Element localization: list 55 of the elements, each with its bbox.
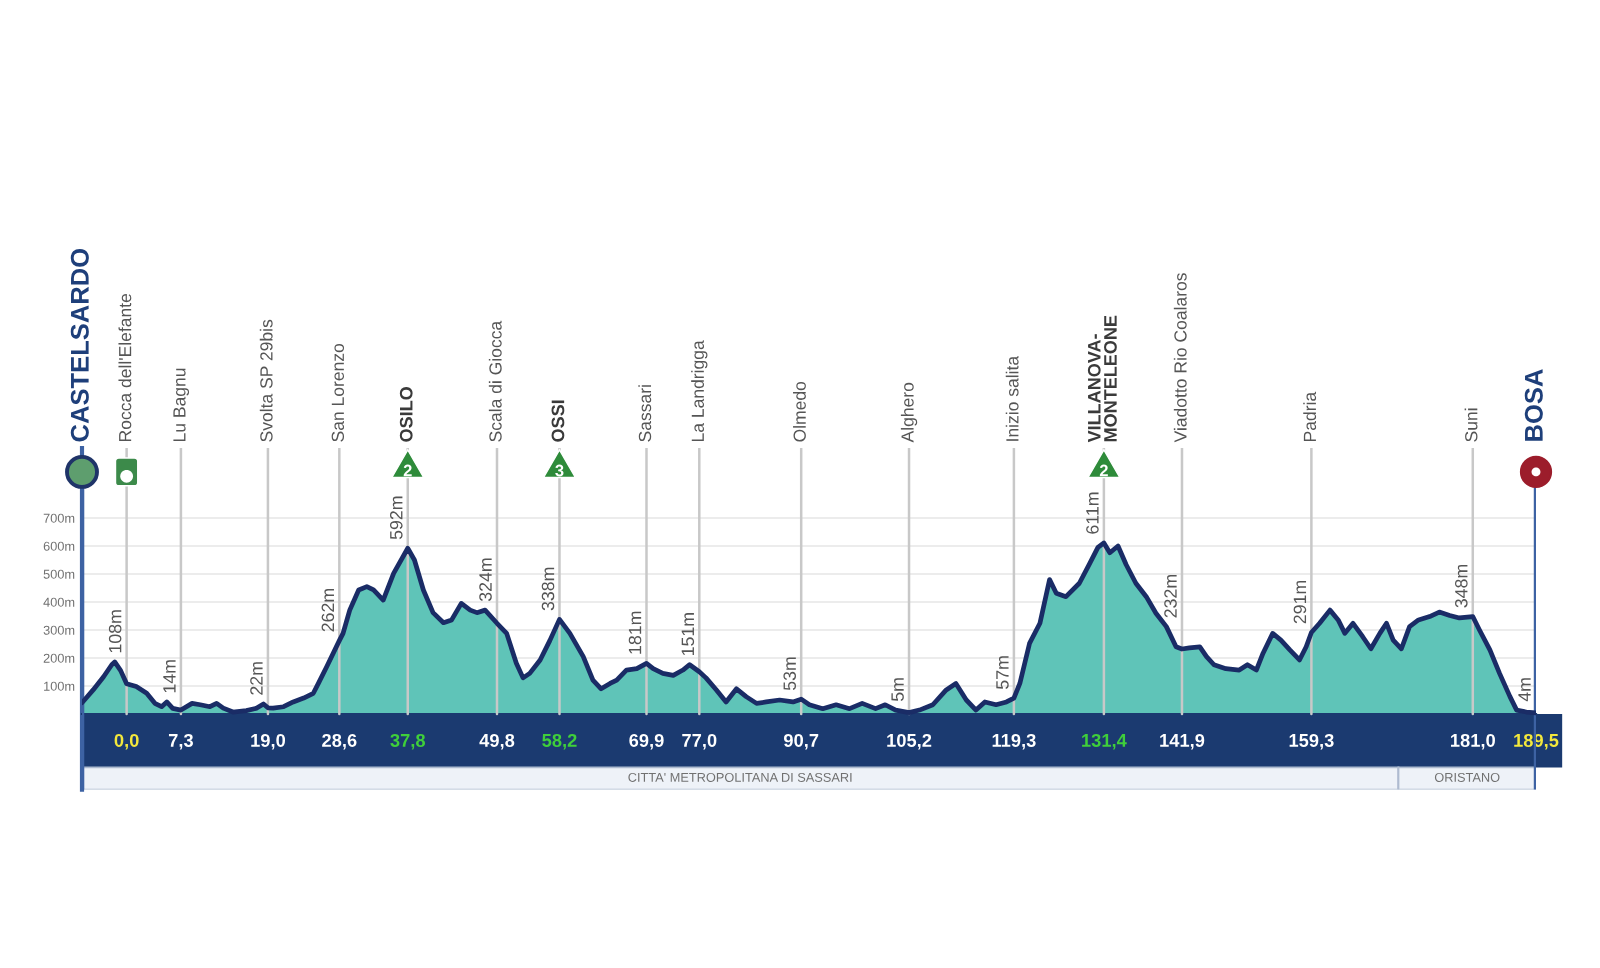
- ref-line-label: CASTELSARDO: [70, 249, 89, 442]
- annotation: 232m: [1164, 575, 1177, 618]
- ref-line-label: Lu Bagnu: [173, 368, 190, 442]
- x-tick-label: 28,6: [322, 733, 357, 750]
- x-tick-label: 7,3: [168, 733, 193, 750]
- x-tick-label: 37,8: [390, 733, 426, 750]
- ref-line-label: Suni: [1464, 408, 1478, 442]
- ref-line-label: Rocca dell'Elefante: [118, 293, 132, 442]
- annotation: 5m: [891, 678, 904, 702]
- annotation: 592m: [389, 496, 403, 540]
- x-tick-label: 90,7: [783, 733, 819, 750]
- x-tick-label: 77,0: [682, 733, 717, 750]
- annotation: 4m: [1518, 678, 1531, 702]
- annotation: 3: [555, 464, 564, 477]
- annotation: 262m: [321, 589, 335, 632]
- x-tick-label: 119,3: [992, 733, 1036, 750]
- x-tick-label: 159,3: [1289, 733, 1334, 750]
- x-tick-label: 105,2: [887, 733, 932, 750]
- ref-line-label: Inizio salita: [1005, 355, 1019, 441]
- annotation: 291m: [1293, 580, 1307, 624]
- annotation: 14m: [163, 660, 176, 693]
- x-tick-label: 141,9: [1160, 733, 1205, 750]
- ref-line-label: OSSI: [551, 400, 565, 442]
- ref-line-label: Sassari: [638, 385, 652, 442]
- annotation: 324m: [479, 558, 492, 602]
- ref-line-label: San Lorenzo: [331, 343, 345, 442]
- x-tick-label: 131,4: [1082, 733, 1127, 750]
- x-tick-label: 0,0: [114, 733, 139, 750]
- x-tick-label: 49,8: [479, 733, 515, 750]
- ref-line-label: Viadotto Rio Coalaros: [1173, 273, 1187, 443]
- ref-line-label: BOSA: [1524, 369, 1543, 441]
- annotation: 57m: [996, 656, 1009, 689]
- ref-line-label: Olmedo: [793, 381, 806, 442]
- annotation: 348m: [1455, 564, 1468, 608]
- annotation: 2: [403, 464, 412, 477]
- annotation: 181m: [628, 611, 642, 654]
- annotation: 22m: [250, 662, 263, 695]
- ref-line-label: Padria: [1303, 391, 1317, 442]
- annotation: 338m: [541, 567, 555, 611]
- ref-line-label: VILLANOVA- MONTELEONE: [1087, 315, 1117, 443]
- x-tick-label: 189,5: [1514, 733, 1559, 750]
- ref-line-label: Alghero: [900, 382, 918, 443]
- x-tick-label: 19,0: [251, 733, 286, 750]
- annotation: 611m: [1086, 492, 1099, 534]
- x-tick-label: 69,9: [629, 733, 664, 750]
- annotation: 108m: [108, 610, 122, 653]
- ref-line-label: Svolta SP 29bis: [259, 319, 273, 442]
- x-tick-label: 181,0: [1451, 733, 1495, 750]
- x-tick-label: 58,2: [542, 733, 577, 750]
- ref-line-label: Scala di Giocca: [488, 320, 502, 442]
- annotation: 53m: [783, 657, 797, 691]
- annotation: 151m: [681, 613, 695, 656]
- ref-line-label: La Landrigga: [691, 340, 708, 442]
- ref-line-label: OSILO: [399, 387, 413, 442]
- annotation: 2: [1099, 464, 1108, 477]
